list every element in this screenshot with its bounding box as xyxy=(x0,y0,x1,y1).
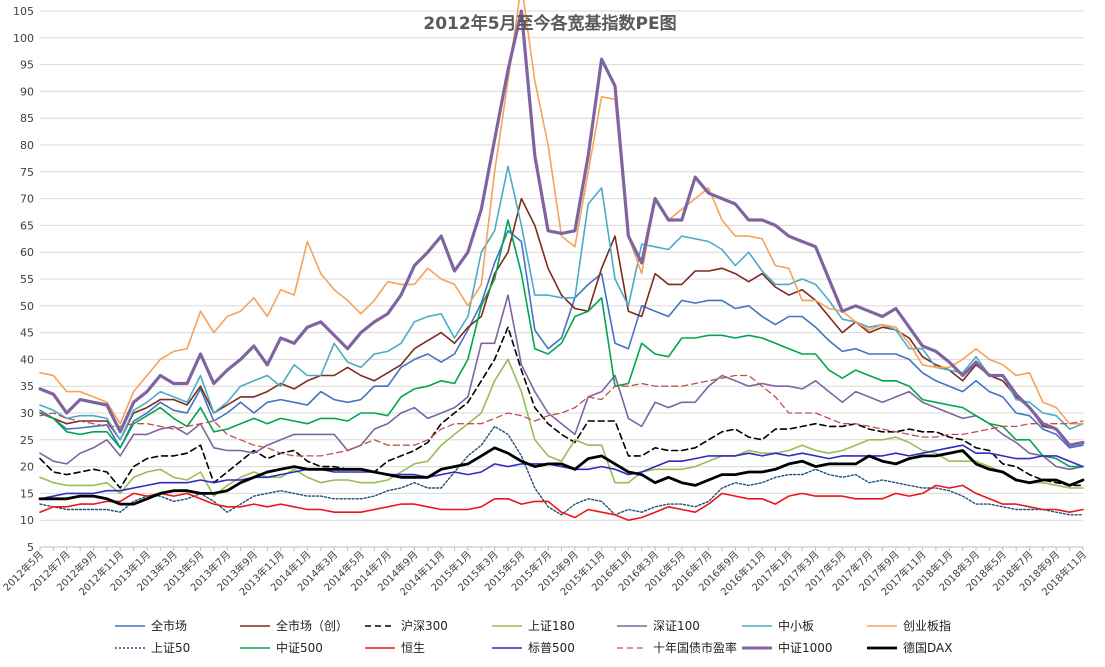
series-line-12 xyxy=(38,9,1085,447)
legend-label-8: 中证500 xyxy=(276,640,323,655)
y-tick-label-7: 40 xyxy=(20,353,34,366)
series-lines xyxy=(38,0,1085,522)
y-tick-label-12: 65 xyxy=(20,219,34,232)
series-line-3 xyxy=(39,358,1084,497)
series-line-7 xyxy=(39,425,1084,516)
series-line-4 xyxy=(39,294,1084,471)
y-tick-label-4: 25 xyxy=(20,434,34,447)
series-line-6 xyxy=(39,0,1084,425)
y-tick-label-8: 45 xyxy=(20,327,34,340)
y-tick-label-18: 95 xyxy=(20,59,34,72)
legend-label-2: 沪深300 xyxy=(401,619,448,633)
y-tick-label-15: 80 xyxy=(20,139,34,152)
y-tick-label-16: 85 xyxy=(20,112,34,125)
y-tick-label-10: 55 xyxy=(20,273,34,286)
legend-label-12: 中证1000 xyxy=(778,640,833,655)
legend-label-9: 恒生 xyxy=(401,641,425,655)
legend-label-7: 上证50 xyxy=(151,641,190,655)
legend-label-13: 德国DAX xyxy=(903,640,952,655)
y-tick-label-11: 60 xyxy=(20,246,34,259)
series-line-9 xyxy=(39,484,1084,522)
legend-label-11: 十年国债市盈率 xyxy=(653,640,737,655)
series-line-11 xyxy=(39,374,1084,457)
y-tick-label-0: 5 xyxy=(27,541,34,554)
y-tick-label-1: 10 xyxy=(20,514,34,527)
y-tick-label-14: 75 xyxy=(20,166,34,179)
series-line-10 xyxy=(39,444,1084,500)
legend-label-3: 上证180 xyxy=(528,619,575,633)
y-tick-label-5: 30 xyxy=(20,407,34,420)
chart-title: 2012年5月至今各宽基指数PE图 xyxy=(423,13,676,34)
legend-label-6: 创业板指 xyxy=(903,618,951,633)
x-axis-ticks: 2012年5月2012年7月2012年9月2012年11月2013年1月2013… xyxy=(0,546,1089,598)
legend-label-5: 中小板 xyxy=(778,618,814,633)
legend-label-0: 全市场 xyxy=(151,618,187,633)
y-tick-label-17: 90 xyxy=(20,85,34,98)
series-line-13 xyxy=(38,446,1085,506)
y-tick-label-6: 35 xyxy=(20,380,34,393)
y-tick-label-13: 70 xyxy=(20,193,34,206)
y-axis-ticks: 5 10 15 20 25 30 35 40 45 50 55 60 65 70 75 80 85 90 95 100… xyxy=(13,5,34,554)
legend-label-10: 标普500 xyxy=(528,641,575,655)
y-tick-label-2: 15 xyxy=(20,487,34,500)
legend-label-1: 全市场（创） xyxy=(276,618,348,633)
series-line-0 xyxy=(39,230,1084,449)
y-tick-label-20: 105 xyxy=(13,5,34,18)
y-tick-label-3: 20 xyxy=(20,461,34,474)
series-line-8 xyxy=(39,219,1084,468)
y-tick-label-9: 50 xyxy=(20,300,34,313)
legend-label-4: 深证100 xyxy=(653,619,700,633)
series-line-5 xyxy=(39,165,1084,441)
y-tick-label-19: 100 xyxy=(13,32,34,45)
